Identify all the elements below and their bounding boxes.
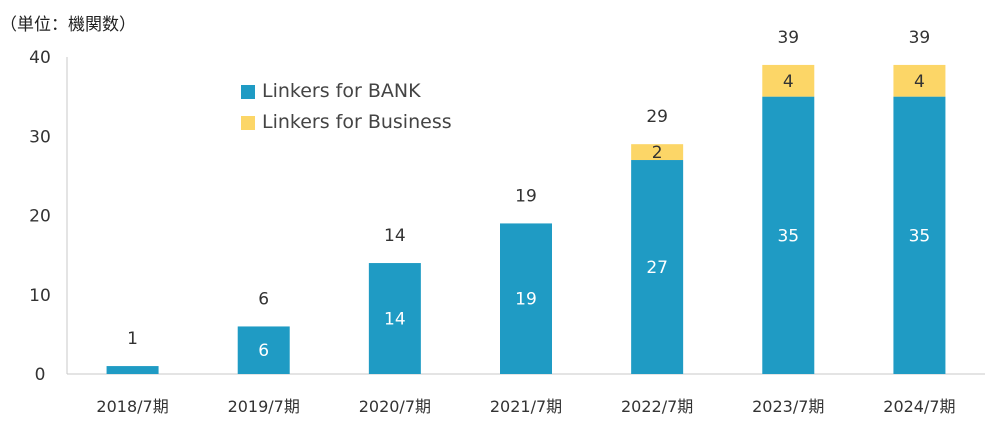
y-tick-label: 0: [35, 365, 46, 385]
y-tick-label: 40: [29, 48, 51, 68]
x-tick-label: 2022/7期: [621, 397, 693, 416]
bar-business: [762, 64, 815, 97]
bar-bank: [106, 366, 159, 374]
data-label-business: 2: [652, 143, 663, 163]
bar-bank: [893, 96, 946, 374]
bar-business: [631, 144, 684, 161]
total-label: 39: [777, 28, 799, 48]
x-tick-label: 2020/7期: [359, 397, 431, 416]
legend-label-bank: Linkers for BANK: [262, 80, 421, 102]
x-tick-label: 2023/7期: [752, 397, 824, 416]
bars: 1 6 6 14 14 19 19 27 2 29 35 4 39 35 4 39: [106, 28, 946, 374]
bar-bank: [500, 223, 552, 374]
data-label-bank: 35: [909, 226, 931, 246]
legend: Linkers for BANK Linkers for Business: [241, 80, 452, 133]
data-label-bank: 35: [777, 226, 799, 246]
x-axis-ticks: 2018/7期 2019/7期 2020/7期 2021/7期 2022/7期 2023/…: [96, 397, 955, 416]
bar-bank: [631, 160, 684, 374]
y-tick-label: 10: [29, 286, 51, 306]
y-tick-label: 30: [29, 127, 51, 147]
bar-business: [893, 64, 946, 97]
unit-label: （単位：機関数）: [0, 15, 136, 35]
x-tick-label: 2024/7期: [883, 397, 955, 416]
bar-bank: [762, 96, 815, 374]
legend-swatch-bank: [241, 85, 255, 99]
total-label: 14: [384, 226, 406, 246]
data-label-bank: 19: [515, 290, 537, 310]
total-label: 6: [258, 289, 269, 309]
total-label: 29: [646, 107, 668, 127]
data-label-business: 4: [783, 72, 794, 92]
data-label-business: 4: [914, 72, 925, 92]
x-tick-label: 2019/7期: [228, 397, 300, 416]
x-tick-label: 2018/7期: [96, 397, 168, 416]
legend-label-business: Linkers for Business: [262, 111, 452, 133]
legend-swatch-business: [241, 116, 255, 130]
data-label-bank: 27: [646, 258, 668, 278]
total-label: 19: [515, 186, 537, 206]
y-tick-label: 20: [29, 207, 51, 227]
data-label-bank: 14: [384, 310, 406, 330]
total-label: 1: [127, 329, 138, 349]
total-label: 39: [909, 28, 931, 48]
data-label-bank: 6: [258, 341, 269, 361]
x-tick-label: 2021/7期: [490, 397, 562, 416]
bar-bank: [368, 263, 421, 374]
bar-bank: [237, 326, 290, 374]
y-axis-ticks: 0 10 20 30 40: [29, 48, 51, 385]
